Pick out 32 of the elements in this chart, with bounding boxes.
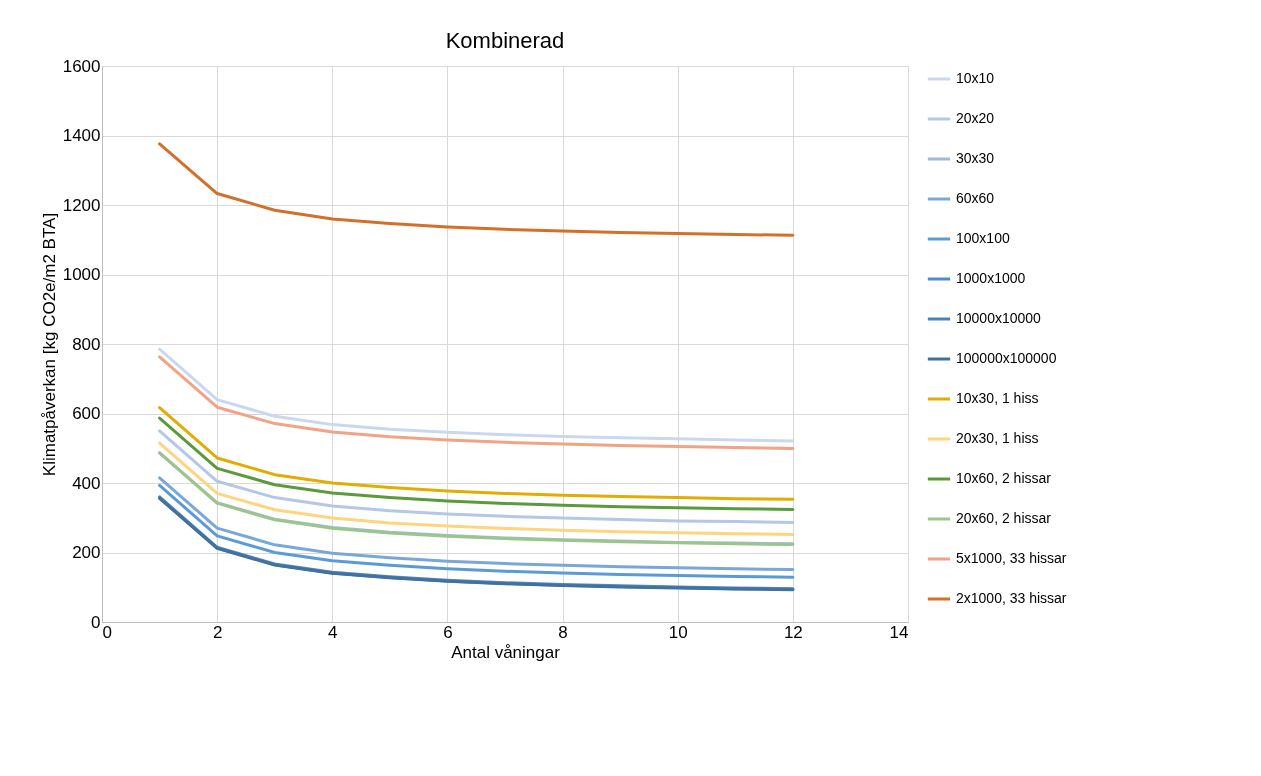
- legend-label: 20x60, 2 hissar: [956, 510, 1052, 526]
- legend-label: 10x30, 1 hiss: [956, 390, 1039, 406]
- x-tick-label: 2: [212, 622, 223, 642]
- y-tick-label: 1200: [62, 195, 101, 215]
- x-tick-label: 6: [443, 622, 453, 642]
- x-tick-label: 4: [328, 622, 338, 642]
- legend-label: 10x60, 2 hissar: [956, 470, 1052, 486]
- legend-label: 10000x10000: [956, 310, 1042, 326]
- chart-title: Kombinerad: [445, 28, 565, 53]
- legend-label: 60x60: [956, 190, 995, 206]
- x-axis-title: Antal våningar: [451, 642, 561, 662]
- legend-label: 10x10: [956, 70, 995, 86]
- legend-label: 20x20: [956, 110, 995, 126]
- y-tick-label: 400: [72, 473, 101, 493]
- legend-label: 20x30, 1 hiss: [956, 430, 1039, 446]
- legend-label: 100000x100000: [956, 350, 1057, 366]
- legend-label: 5x1000, 33 hissar: [956, 550, 1067, 566]
- legend-label: 100x100: [956, 230, 1010, 246]
- x-tick-label: 10: [668, 622, 688, 642]
- y-tick-label: 1600: [62, 56, 101, 76]
- legend-label: 1000x1000: [956, 270, 1026, 286]
- y-tick-label: 1000: [62, 265, 101, 284]
- y-axis-title: Klimatpåverkan [kg CO2e/m2 BTA]: [39, 212, 59, 477]
- y-tick-label: 200: [72, 543, 101, 562]
- y-tick-label: 600: [72, 404, 101, 423]
- x-tick-label: 14: [889, 622, 909, 642]
- legend-label: 30x30: [956, 150, 995, 166]
- legend-label: 2x1000, 33 hissar: [956, 590, 1067, 606]
- y-tick-label: 1400: [62, 126, 101, 145]
- x-tick-label: 8: [558, 622, 568, 642]
- x-tick-label: 12: [783, 622, 803, 642]
- y-tick-label: 800: [72, 334, 101, 354]
